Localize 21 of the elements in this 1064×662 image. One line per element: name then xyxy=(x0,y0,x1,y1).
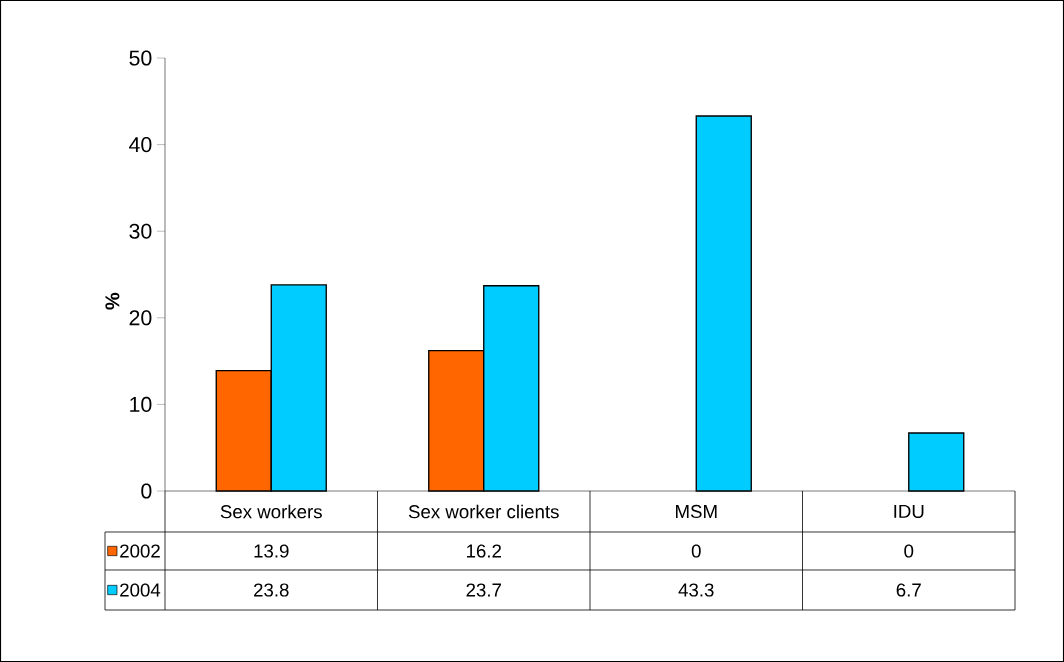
data-label: 43.3 xyxy=(678,583,714,597)
y-tick-label: 40 xyxy=(129,137,152,153)
y-tick-label: 20 xyxy=(129,310,152,326)
data-label: 16.2 xyxy=(467,544,501,558)
data-label: 0 xyxy=(904,544,914,558)
y-tick-label: 50 xyxy=(129,50,152,66)
legend-label: 2002 xyxy=(120,544,160,558)
data-label: 6.7 xyxy=(896,583,921,597)
x-tick-label: MSM xyxy=(676,504,717,519)
x-tick-label: Sex worker clients xyxy=(408,504,559,519)
data-label: 13.9 xyxy=(254,544,289,558)
data-label: 0 xyxy=(691,544,701,558)
y-axis-title: % xyxy=(105,292,120,310)
y-tick-label: 0 xyxy=(141,483,152,499)
x-tick-label: IDU xyxy=(894,504,924,519)
data-label: 23.8 xyxy=(254,583,289,597)
y-tick-label: 10 xyxy=(130,396,152,412)
legend-label: 2004 xyxy=(120,583,161,597)
x-tick-label: Sex workers xyxy=(220,504,322,519)
data-label: 23.7 xyxy=(466,583,501,597)
y-tick-label: 30 xyxy=(129,223,152,239)
